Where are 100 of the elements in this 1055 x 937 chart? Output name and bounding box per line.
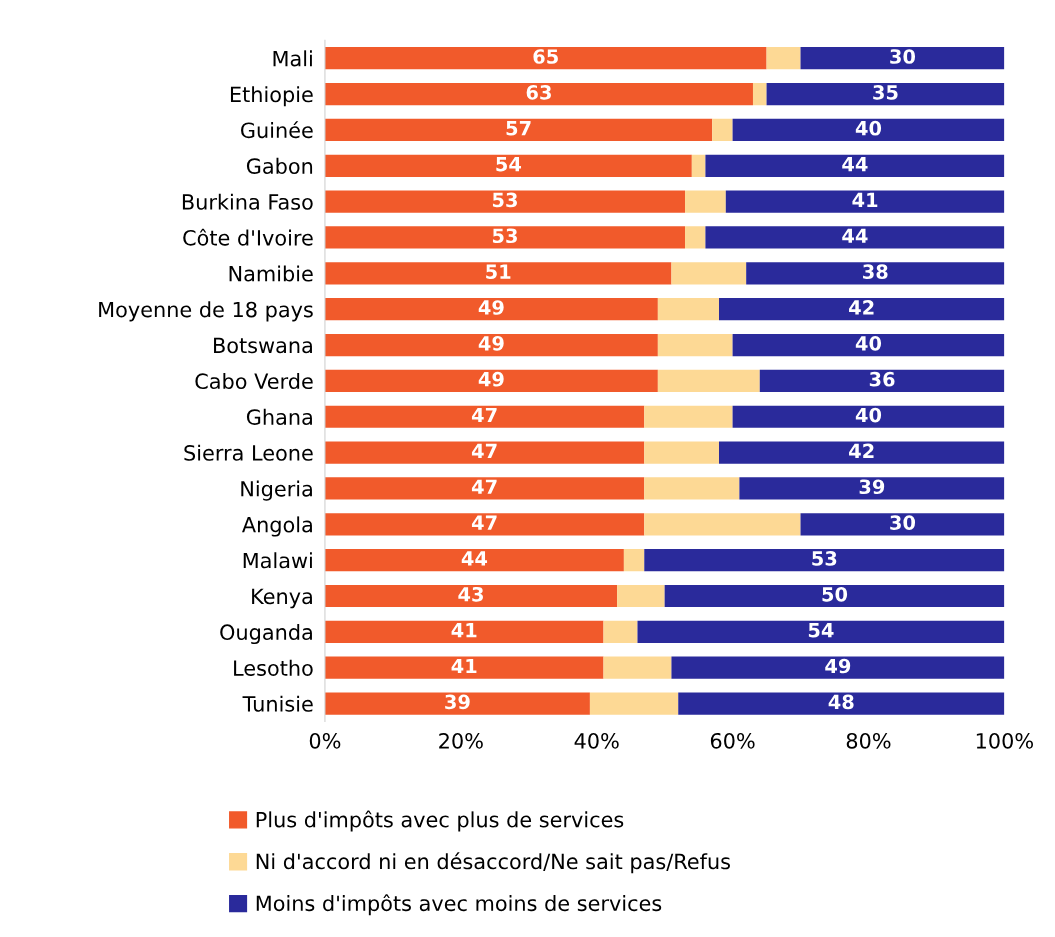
data-label: 51 (486, 264, 511, 279)
bar (725, 190, 1005, 213)
bar (324, 154, 692, 177)
data-label: 38 (863, 264, 888, 279)
y-tick-label: Côte d'Ivoire (183, 228, 313, 246)
bar (671, 656, 1005, 679)
bar (324, 262, 672, 285)
y-tick-label: Mali (273, 50, 312, 67)
bar (766, 82, 1005, 106)
bar (739, 477, 1005, 500)
data-label: 40 (855, 120, 882, 136)
bar (324, 405, 645, 428)
y-tick-label: Guinée (241, 121, 313, 139)
y-tick-label: Angola (242, 516, 312, 537)
bar (657, 369, 760, 392)
data-label: 44 (842, 156, 868, 172)
data-label: 41 (451, 623, 477, 638)
y-tick-label: Lesotho (234, 659, 313, 676)
bar (324, 226, 686, 249)
bar (657, 333, 733, 357)
data-label: 53 (812, 551, 837, 566)
bar (324, 513, 645, 536)
data-label: 43 (458, 586, 483, 602)
bar (719, 441, 1005, 464)
bar (759, 369, 1005, 392)
data-label: 47 (471, 407, 497, 423)
data-label: 39 (445, 694, 470, 710)
bar (657, 298, 719, 321)
bar (324, 82, 753, 106)
bar (732, 118, 1005, 142)
data-label: 47 (471, 479, 497, 494)
data-label: 50 (822, 586, 848, 602)
data-label: 42 (849, 443, 874, 458)
data-label: 49 (478, 371, 504, 387)
data-label: 47 (471, 443, 497, 458)
bar (732, 405, 1005, 428)
bar (644, 441, 719, 464)
data-label: 39 (859, 479, 885, 495)
bar (324, 584, 618, 608)
bar (712, 118, 733, 142)
bar (644, 477, 740, 500)
data-label: 40 (855, 335, 882, 351)
data-label: 44 (461, 551, 488, 566)
y-tick-label: Tunisie (242, 695, 313, 712)
x-tick-label: 100% (976, 732, 1033, 749)
bar (324, 692, 590, 715)
x-tick-label: 60% (710, 732, 755, 749)
data-label: 44 (842, 228, 868, 243)
data-label: 49 (478, 335, 504, 351)
data-label: 63 (526, 85, 551, 100)
y-tick-label: Malawi (243, 552, 312, 569)
data-label: 65 (533, 49, 558, 64)
y-tick-label: Sierra Leone (184, 444, 313, 461)
data-label: 49 (478, 300, 504, 315)
bar (589, 692, 679, 715)
bar (324, 369, 658, 392)
bar (685, 226, 706, 249)
legend-label: Plus d'impôts avec plus de services (256, 810, 624, 832)
bar (732, 333, 1005, 357)
bar (678, 692, 1005, 715)
data-label: 53 (492, 228, 517, 244)
bar (324, 190, 686, 213)
bar (800, 513, 1005, 536)
x-tick-label: 80% (846, 732, 891, 749)
data-label: 48 (828, 694, 854, 710)
bar (324, 118, 713, 142)
y-tick-label: Botswana (214, 337, 312, 354)
data-label: 40 (855, 407, 882, 423)
bar (324, 549, 624, 572)
legend-label: Ni d'accord ni en désaccord/Ne sait pas/Refus (256, 852, 730, 874)
data-label: 41 (451, 658, 477, 674)
bar (752, 82, 767, 106)
data-label: 54 (496, 156, 522, 172)
data-label: 47 (471, 515, 497, 530)
data-label: 30 (890, 49, 916, 64)
y-tick-label: Nigeria (241, 480, 312, 501)
data-label: 49 (825, 658, 851, 674)
x-tick-label: 0% (309, 732, 341, 749)
data-label: 53 (492, 192, 517, 208)
bar (324, 47, 767, 70)
bar (719, 298, 1005, 321)
y-tick-label: Ghana (246, 408, 312, 425)
bar (603, 656, 672, 679)
y-tick-label: Gabon (246, 157, 313, 174)
bar (617, 584, 665, 608)
y-tick-label: Cabo Verde (195, 372, 313, 390)
data-label: 41 (852, 192, 878, 207)
bar (623, 549, 645, 572)
bar (644, 549, 1005, 572)
bar (685, 190, 726, 213)
bar (644, 405, 733, 428)
data-label: 54 (808, 623, 834, 638)
bar (705, 154, 1005, 177)
bar (766, 47, 801, 70)
bar (324, 620, 604, 643)
bar (324, 477, 645, 500)
data-label: 36 (869, 371, 895, 387)
bar (324, 441, 645, 464)
bar (324, 298, 658, 321)
bar (671, 262, 747, 285)
